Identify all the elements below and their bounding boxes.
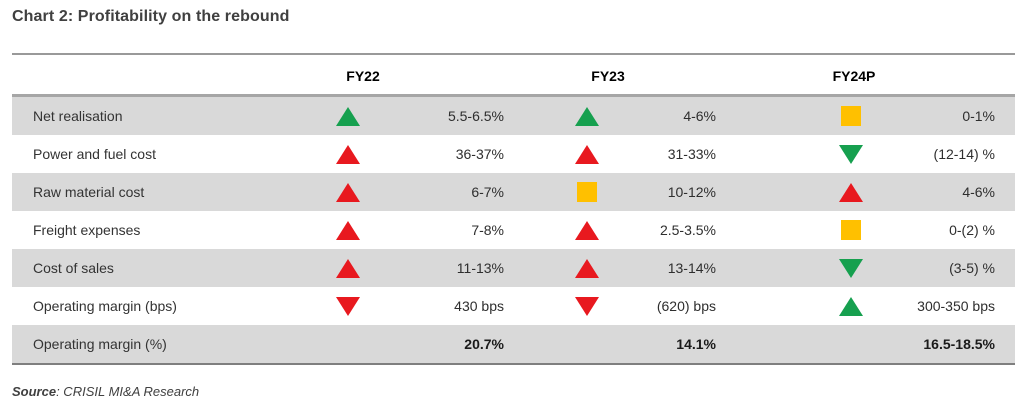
fy24p-indicator-cell [832,211,870,249]
down-triangle-icon [575,296,599,316]
fy24p-cell-value: 0-(2) % [949,222,995,238]
row-label: Raw material cost [33,184,145,200]
row-label: Cost of sales [33,260,114,276]
fy23-cell-value: 14.1% [676,336,716,352]
fy24p-cell-value: 0-1% [962,108,995,124]
fy22-cell-value: 20.7% [464,336,504,352]
row-label: Operating margin (bps) [33,298,177,314]
fy22-indicator-cell [330,287,366,325]
table-row: Operating margin (bps) 430 bps (620) bps… [12,287,1015,325]
down-triangle-icon [839,258,863,278]
fy22-cell-value: 6-7% [471,184,504,200]
fy23-indicator-cell [568,211,606,249]
down-triangle-icon [336,296,360,316]
up-triangle-icon [575,220,599,240]
fy22-indicator-cell [330,211,366,249]
fy24p-cell-value: 16.5-18.5% [923,336,995,352]
fy22-cell-value: 36-37% [455,146,504,162]
table-row: Net realisation 5.5-6.5% 4-6% 0-1% [12,97,1015,135]
fy24p-indicator-cell [832,173,870,211]
column-header-fy24p: FY24P [832,68,876,84]
fy22-indicator-cell [330,173,366,211]
fy23-cell-value: (620) bps [656,298,716,314]
fy24p-indicator-cell [832,135,870,173]
square-icon [577,182,597,202]
fy24p-indicator-cell [832,325,870,363]
fy22-cell-value: 7-8% [471,222,504,238]
fy22-cell-value: 5.5-6.5% [447,108,504,124]
table-row: Operating margin (%) 20.7% 14.1% 16.5-18… [12,325,1015,363]
source-label: Source [12,384,57,399]
fy23-cell-value: 31-33% [667,146,716,162]
up-triangle-icon [336,220,360,240]
square-icon [841,106,861,126]
fy23-cell-value: 13-14% [667,260,716,276]
fy23-cell-value: 2.5-3.5% [659,222,716,238]
up-triangle-icon [575,144,599,164]
column-header-fy22: FY22 [346,68,380,84]
table-body: Net realisation 5.5-6.5% 4-6% 0-1% Power… [12,94,1015,365]
fy22-cell-value: 11-13% [456,260,504,276]
fy23-indicator-cell [568,325,606,363]
fy22-indicator-cell [330,325,366,363]
fy23-indicator-cell [568,97,606,135]
up-triangle-icon [839,182,863,202]
table-row: Power and fuel cost 36-37% 31-33% (12-14… [12,135,1015,173]
fy23-indicator-cell [568,249,606,287]
down-triangle-icon [839,144,863,164]
fy23-cell-value: 4-6% [683,108,716,124]
fy24p-indicator-cell [832,249,870,287]
fy22-cell-value: 430 bps [454,298,504,314]
up-triangle-icon [575,106,599,126]
fy24p-cell-value: 300-350 bps [917,298,995,314]
table-header: FY22 FY23 FY24P [12,55,1015,94]
source-text: : CRISIL MI&A Research [56,384,200,399]
fy24p-indicator-cell [832,97,870,135]
row-label: Power and fuel cost [33,146,156,162]
column-header-fy23: FY23 [591,68,625,84]
fy24p-cell-value: (12-14) % [933,146,995,162]
fy23-indicator-cell [568,135,606,173]
fy22-indicator-cell [330,249,366,287]
up-triangle-icon [336,106,360,126]
fy24p-cell-value: 4-6% [962,184,995,200]
fy24p-indicator-cell [832,287,870,325]
row-label: Net realisation [33,108,123,124]
row-label: Operating margin (%) [33,336,167,352]
square-icon [841,220,861,240]
up-triangle-icon [575,258,599,278]
row-label: Freight expenses [33,222,141,238]
page-title: Chart 2: Profitability on the rebound [12,8,290,25]
fy23-cell-value: 10-12% [667,184,716,200]
fy22-indicator-cell [330,97,366,135]
table-row: Freight expenses 7-8% 2.5-3.5% 0-(2) % [12,211,1015,249]
up-triangle-icon [336,144,360,164]
fy23-indicator-cell [568,287,606,325]
fy22-indicator-cell [330,135,366,173]
up-triangle-icon [839,296,863,316]
fy23-indicator-cell [568,173,606,211]
table-row: Raw material cost 6-7% 10-12% 4-6% [12,173,1015,211]
table-row: Cost of sales 11-13% 13-14% (3-5) % [12,249,1015,287]
fy24p-cell-value: (3-5) % [949,260,995,276]
source-note: Source: CRISIL MI&A Research [12,384,199,399]
up-triangle-icon [336,182,360,202]
profitability-table: FY22 FY23 FY24P Net realisation 5.5-6.5%… [12,53,1015,365]
up-triangle-icon [336,258,360,278]
